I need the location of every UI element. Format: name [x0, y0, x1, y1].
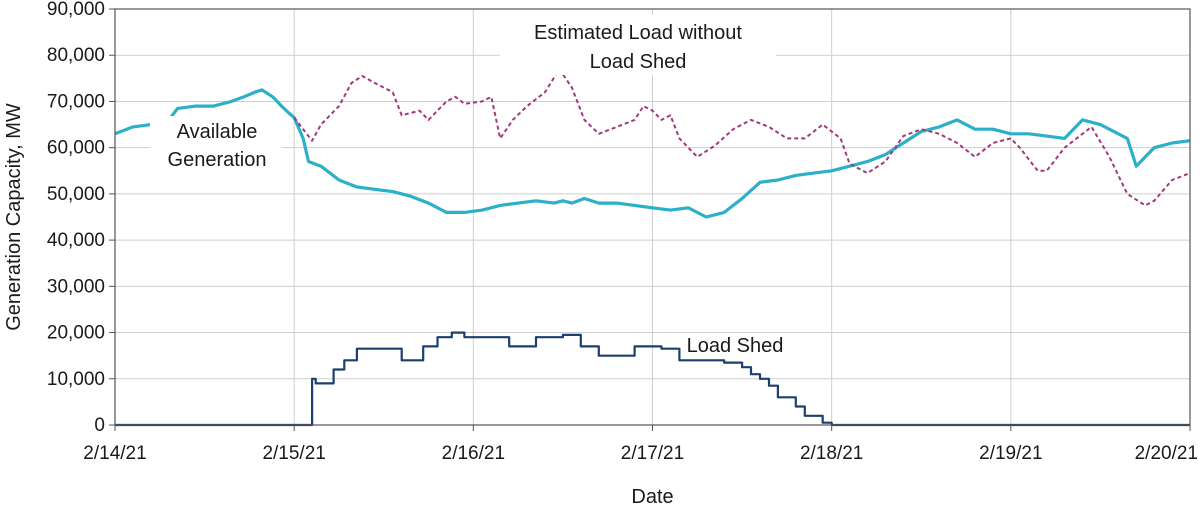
- y-tick-label: 80,000: [47, 45, 105, 66]
- x-tick-label: 2/20/21: [1135, 443, 1198, 464]
- x-tick-label: 2/18/21: [800, 443, 863, 464]
- y-axis-ticks: 0 10,000 20,000 30,000 40,000 50,000 60,000 70,…: [47, 0, 115, 436]
- y-axis-title: Generation Capacity, MW: [3, 103, 25, 331]
- y-tick-label: 0: [94, 415, 105, 436]
- y-tick-label: 30,000: [47, 276, 105, 297]
- estimated-load-annotation-line2: Load Shed: [590, 51, 687, 73]
- x-tick-label: 2/14/21: [83, 443, 146, 464]
- estimated-load-annotation-bg: [500, 15, 776, 75]
- y-tick-label: 60,000: [47, 138, 105, 159]
- x-tick-label: 2/19/21: [979, 443, 1042, 464]
- x-axis-title: Date: [631, 486, 673, 508]
- series-layer: [114, 68, 1191, 427]
- y-tick-label: 20,000: [47, 323, 105, 344]
- x-axis-ticks: 2/14/21 2/15/21 2/16/21 2/17/21 2/18/21 2/19/…: [83, 425, 1198, 464]
- y-tick-label: 10,000: [47, 369, 105, 390]
- y-tick-label: 90,000: [47, 0, 105, 20]
- gridlines: [115, 9, 1190, 425]
- y-tick-label: 70,000: [47, 91, 105, 112]
- available-generation-line: [114, 88, 1191, 219]
- x-tick-label: 2/15/21: [262, 443, 325, 464]
- available-generation-annotation-bg: [150, 116, 282, 172]
- load-shed-annotation: Load Shed: [687, 335, 784, 357]
- x-tick-label: 2/17/21: [621, 443, 684, 464]
- available-generation-annotation-line2: Generation: [168, 149, 267, 171]
- y-tick-label: 50,000: [47, 184, 105, 205]
- x-tick-label: 2/16/21: [442, 443, 505, 464]
- estimated-load-annotation-line1: Estimated Load without: [534, 22, 742, 44]
- available-generation-annotation-line1: Available: [177, 121, 258, 143]
- estimated-load-without-load-shed-line: [293, 68, 1191, 207]
- y-tick-label: 40,000: [47, 230, 105, 251]
- load-shed-line: [115, 331, 1190, 427]
